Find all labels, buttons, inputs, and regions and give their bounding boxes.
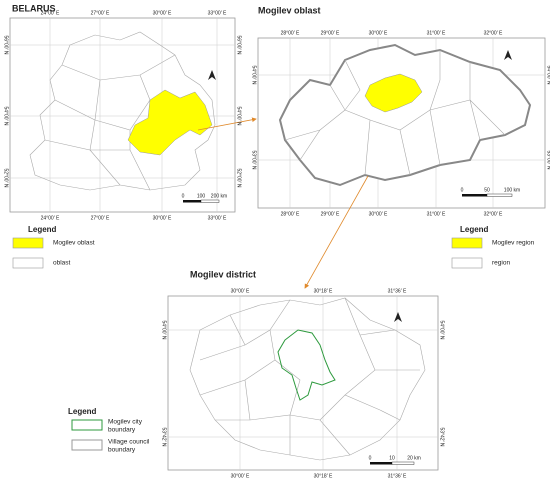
coord-label: 30°18' E xyxy=(314,473,333,479)
coord-label: 53°00' N xyxy=(251,150,257,169)
legend-swatch xyxy=(12,237,44,249)
legend-swatch xyxy=(12,257,44,269)
legend-label: region xyxy=(492,260,510,267)
coord-label: 33°00' E xyxy=(208,10,227,16)
scale-label: 100 km xyxy=(504,187,520,193)
legend-label: Mogilev city boundary xyxy=(108,418,143,433)
coord-label: 54°00' N xyxy=(3,106,9,125)
coord-label: 32°00' E xyxy=(484,211,503,217)
scale-label: 20 km xyxy=(407,455,421,461)
scale-bar xyxy=(200,199,220,203)
coord-label: 27°00' E xyxy=(91,215,110,221)
coord-label: 29°00' E xyxy=(321,30,340,36)
map-frame xyxy=(167,295,439,471)
map-title: Mogilev oblast xyxy=(258,5,321,15)
coord-label: 30°00' E xyxy=(153,10,172,16)
legend-title: Legend xyxy=(28,225,57,234)
scale-bar xyxy=(462,194,487,197)
coord-label: 52°00' N xyxy=(3,168,9,187)
coord-label: 54°00' N xyxy=(251,65,257,84)
scale-bar xyxy=(486,193,513,197)
coord-label: 54°00' N xyxy=(439,320,445,339)
coord-label: 33°00' E xyxy=(208,215,227,221)
scale-bar xyxy=(370,462,392,465)
map-title: BELARUS xyxy=(12,3,56,13)
coord-label: 31°36' E xyxy=(388,288,407,294)
scale-bar xyxy=(183,200,201,203)
coord-label: 24°00' E xyxy=(41,215,60,221)
legend-title: Legend xyxy=(460,225,489,234)
coord-label: 53°42' N xyxy=(161,427,167,446)
coord-label: 31°36' E xyxy=(388,473,407,479)
scale-label: 10 xyxy=(389,455,395,461)
belarus-map xyxy=(29,31,216,191)
arrow xyxy=(304,175,369,289)
scale-label: 0 xyxy=(461,187,464,193)
coord-label: 28°00' E xyxy=(281,30,300,36)
scale-label: 50 xyxy=(484,187,490,193)
coord-label: 54°00' N xyxy=(161,320,167,339)
coord-label: 31°00' E xyxy=(427,211,446,217)
district-map xyxy=(189,297,426,461)
legend-label: Mogilev oblast xyxy=(53,240,95,247)
coord-label: 52°00' N xyxy=(236,168,242,187)
coord-label: 30°00' E xyxy=(231,288,250,294)
coord-label: 29°00' E xyxy=(321,211,340,217)
coord-label: 30°00' E xyxy=(369,211,388,217)
coord-label: 53°00' N xyxy=(546,150,550,169)
coord-label: 31°00' E xyxy=(427,30,446,36)
legend-label: Village council boundary xyxy=(108,438,150,453)
coord-label: 56°00' N xyxy=(3,35,9,54)
scale-bar xyxy=(391,461,415,465)
scale-label: 0 xyxy=(369,455,372,461)
legend-swatch xyxy=(451,237,483,249)
legend-label: Mogilev region xyxy=(492,240,535,247)
scale-label: 0 xyxy=(182,193,185,199)
coord-label: 27°00' E xyxy=(91,10,110,16)
coord-label: 54°00' N xyxy=(236,106,242,125)
scale-label: 100 xyxy=(197,193,206,199)
coord-label: 56°00' N xyxy=(236,35,242,54)
oblast-map xyxy=(278,43,532,187)
legend-title: Legend xyxy=(68,407,97,416)
coord-label: 54°00' N xyxy=(546,65,550,84)
legend-swatch xyxy=(71,439,103,451)
legend-label: oblast xyxy=(53,260,71,267)
legend-swatch xyxy=(451,257,483,269)
coord-label: 24°00' E xyxy=(41,10,60,16)
legend-swatch xyxy=(71,419,103,431)
coord-label: 28°00' E xyxy=(281,211,300,217)
map-title: Mogilev district xyxy=(190,269,256,279)
scale-label: 200 km xyxy=(211,193,227,199)
coord-label: 53°42' N xyxy=(439,427,445,446)
coord-label: 30°00' E xyxy=(231,473,250,479)
arrow xyxy=(197,117,257,131)
coord-label: 30°00' E xyxy=(369,30,388,36)
coord-label: 30°18' E xyxy=(314,288,333,294)
coord-label: 30°00' E xyxy=(153,215,172,221)
coord-label: 32°00' E xyxy=(484,30,503,36)
